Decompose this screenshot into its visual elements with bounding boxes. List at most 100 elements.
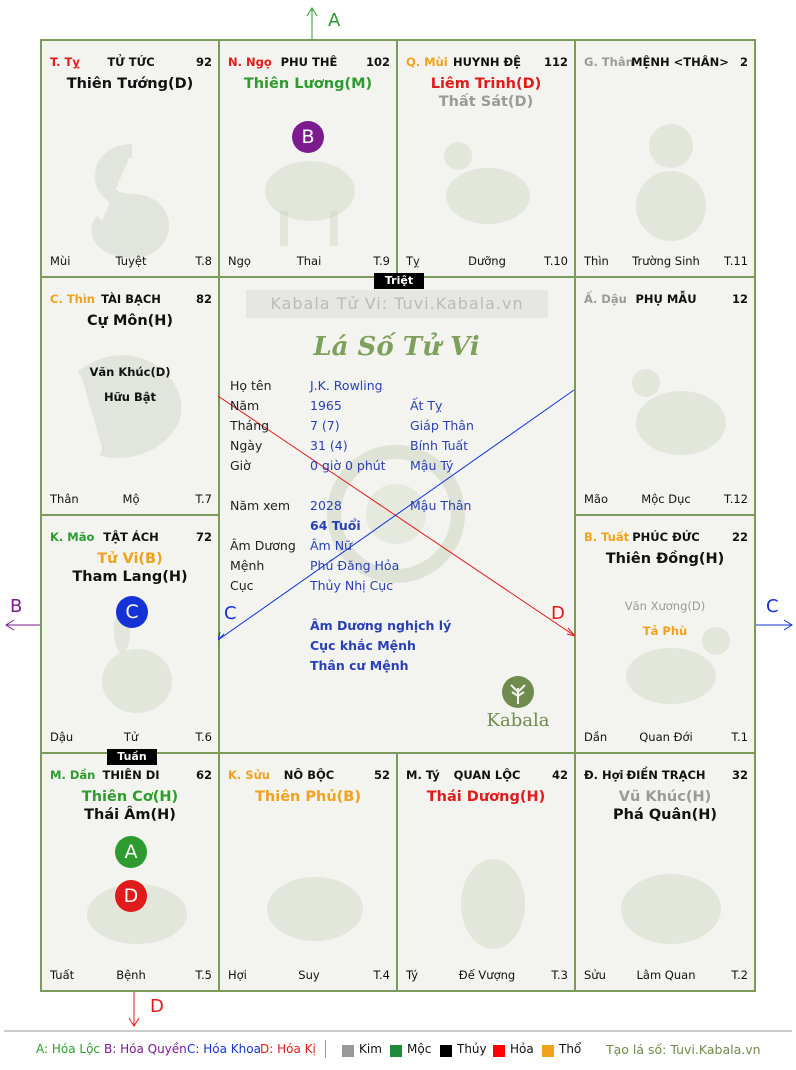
main-star: Phá Quân(H) xyxy=(613,807,717,823)
palace-number: 42 xyxy=(551,768,568,782)
monkey-watermark-icon xyxy=(636,124,706,241)
palace-number: 32 xyxy=(731,768,748,782)
palace-name: PHU THÊ xyxy=(280,55,338,69)
age-label: T.5 xyxy=(195,968,212,982)
chart-title: Lá Số Tử Vi xyxy=(313,332,480,362)
palace-phu-the[interactable]: N. Ngọ PHU THÊ 102 Thiên Lương(M) B Ngọ Tha… xyxy=(218,39,398,278)
palace-name: QUAN LỘC xyxy=(453,768,521,782)
age-label: T.10 xyxy=(544,254,568,268)
kabala-tree-icon xyxy=(502,676,534,708)
pig-watermark-icon xyxy=(621,874,721,944)
branch-label: Mão xyxy=(584,492,609,506)
branch-label: Hợi xyxy=(228,968,247,982)
value-hour-cc: Mậu Tý xyxy=(410,458,454,473)
minor-star: Văn Khúc(D) xyxy=(89,365,171,379)
age-label: T.7 xyxy=(195,492,212,506)
legend-hoa-quyen: B: Hóa Quyền xyxy=(104,1042,187,1056)
label-name: Họ tên xyxy=(230,378,272,393)
palace-phuc-duc[interactable]: B. Tuất PHÚC ĐỨC 22 Thiên Đồng(H) Văn Xươn… xyxy=(574,514,756,754)
branch-label: Thân xyxy=(50,492,79,506)
tuan-tag: Tuần xyxy=(107,749,157,765)
palace-name: PHÚC ĐỨC xyxy=(632,530,700,544)
life-stage: Tử xyxy=(123,730,139,744)
tiger-watermark-icon xyxy=(87,884,187,944)
snake-watermark-icon xyxy=(91,144,169,259)
watermark-banner: Kabala Tử Vi: Tuvi.Kabala.vn xyxy=(246,290,548,318)
branch-label: Tý xyxy=(406,968,419,982)
life-stage: Lâm Quan xyxy=(636,968,696,982)
legend-hoa-khoa: C: Hóa Khoa xyxy=(187,1042,261,1056)
kabala-logo-text: Kabala xyxy=(486,710,550,731)
main-star: Thiên Cơ(H) xyxy=(81,789,179,805)
kim-swatch xyxy=(342,1045,354,1057)
arrow-label-d: D xyxy=(150,996,164,1017)
life-stage: Dưỡng xyxy=(468,254,506,268)
note-am-duong: Âm Dương nghịch lý xyxy=(310,618,452,633)
center-decoration xyxy=(218,389,575,641)
value-year: 1965 xyxy=(310,398,342,413)
label-month: Tháng xyxy=(230,418,270,433)
age-label: T.11 xyxy=(724,254,748,268)
main-star: Vũ Khúc(H) xyxy=(618,789,712,805)
age-label: T.4 xyxy=(373,968,390,982)
palace-name: PHỤ MẪU xyxy=(635,292,697,306)
palace-dien-trach[interactable]: Đ. Hợi ĐIỀN TRẠCH 32 Vũ Khúc(H) Phá Quân(H)… xyxy=(574,752,756,992)
thuy-swatch xyxy=(440,1045,452,1057)
palace-can: N. Ngọ xyxy=(228,55,272,69)
hoa-khoa-badge: C xyxy=(116,596,148,628)
age-label: T.1 xyxy=(731,730,748,744)
palace-name: TẬT ÁCH xyxy=(103,530,159,544)
palace-number: 2 xyxy=(739,55,748,69)
minor-star: Văn Xương(D) xyxy=(624,599,706,613)
palace-name: NÔ BỘC xyxy=(283,768,335,782)
branch-label: Dần xyxy=(584,730,608,744)
palace-tu-tuc[interactable]: T. Tỵ TỬ TỨC 92 Thiên Tướng(D) Mùi Tuyệt T.8 xyxy=(40,39,220,278)
life-stage: Tuyệt xyxy=(115,254,147,268)
legend-thuy: Thủy xyxy=(457,1042,487,1056)
site-link[interactable]: Tạo lá số: Tuvi.Kabala.vn xyxy=(606,1042,761,1057)
life-stage: Quan Đới xyxy=(639,730,693,744)
branch-label: Tỵ xyxy=(406,254,420,268)
legend-hoa-loc: A: Hóa Lộc xyxy=(36,1042,101,1056)
branch-label: Sửu xyxy=(584,968,606,982)
hoa-khoa-line xyxy=(218,389,575,641)
palace-number: 102 xyxy=(365,55,390,69)
branch-label: Tuất xyxy=(50,968,75,982)
palace-phu-mau[interactable]: Ấ. Dậu PHỤ MẪU 12 Mão Mộc Dục T.12 xyxy=(574,276,756,516)
label-hour: Giờ xyxy=(230,458,251,473)
palace-huynh-de[interactable]: Q. Mùi HUYNH ĐỆ 112 Liêm Trinh(D) Thất Sát(… xyxy=(396,39,576,278)
palace-tai-bach[interactable]: C. Thìn TÀI BẠCH 82 Cự Môn(H) Văn Khúc(D) H… xyxy=(40,276,220,516)
ox-watermark-icon xyxy=(267,877,363,941)
center-arrow-label-d: D xyxy=(551,603,565,624)
main-star: Tham Lang(H) xyxy=(72,569,188,585)
main-star: Thái Âm(H) xyxy=(84,807,176,823)
value-age: 64 Tuổi xyxy=(310,518,361,533)
branch-label: Ngọ xyxy=(228,254,251,268)
main-star: Tử Vi(B) xyxy=(97,551,163,567)
palace-quan-loc[interactable]: M. Tý QUAN LỘC 42 Thái Dương(H) Tý Đế Vượng… xyxy=(396,752,576,992)
hoa-ki-line xyxy=(218,395,575,637)
palace-thien-di[interactable]: M. Dần THIÊN DI 62 Thiên Cơ(H) Thái Âm(H) A… xyxy=(40,752,220,992)
horse-watermark-icon xyxy=(265,161,355,246)
label-day: Ngày xyxy=(230,438,263,453)
palace-name: THIÊN DI xyxy=(102,768,160,782)
palace-menh-than[interactable]: G. Thân MỆNH <THÂN> 2 Thìn Trường Sinh T.11 xyxy=(574,39,756,278)
hoa-loc-badge: A xyxy=(115,836,147,868)
palace-number: 52 xyxy=(373,768,390,782)
palace-number: 22 xyxy=(731,530,748,544)
value-name: J.K. Rowling xyxy=(310,378,383,393)
palace-can: C. Thìn xyxy=(50,292,95,306)
palace-can: Ấ. Dậu xyxy=(584,292,627,306)
palace-no-boc[interactable]: K. Sửu NÔ BỘC 52 Thiên Phủ(B) Hợi Suy T.4 xyxy=(218,752,398,992)
main-star: Thất Sát(D) xyxy=(438,94,534,110)
arrow-label-a: A xyxy=(328,10,341,31)
value-month: 7 (7) xyxy=(310,418,340,433)
palace-tat-ach[interactable]: K. Mão TẬT ÁCH 72 Tử Vi(B) Tham Lang(H) C D… xyxy=(40,514,220,754)
palace-name: ĐIỀN TRẠCH xyxy=(626,768,706,782)
life-stage: Trường Sinh xyxy=(632,254,700,268)
palace-number: 112 xyxy=(543,55,568,69)
hoa-swatch xyxy=(493,1045,505,1057)
palace-number: 92 xyxy=(195,55,212,69)
age-label: T.2 xyxy=(731,968,748,982)
label-am-duong: Âm Dương xyxy=(230,538,296,553)
